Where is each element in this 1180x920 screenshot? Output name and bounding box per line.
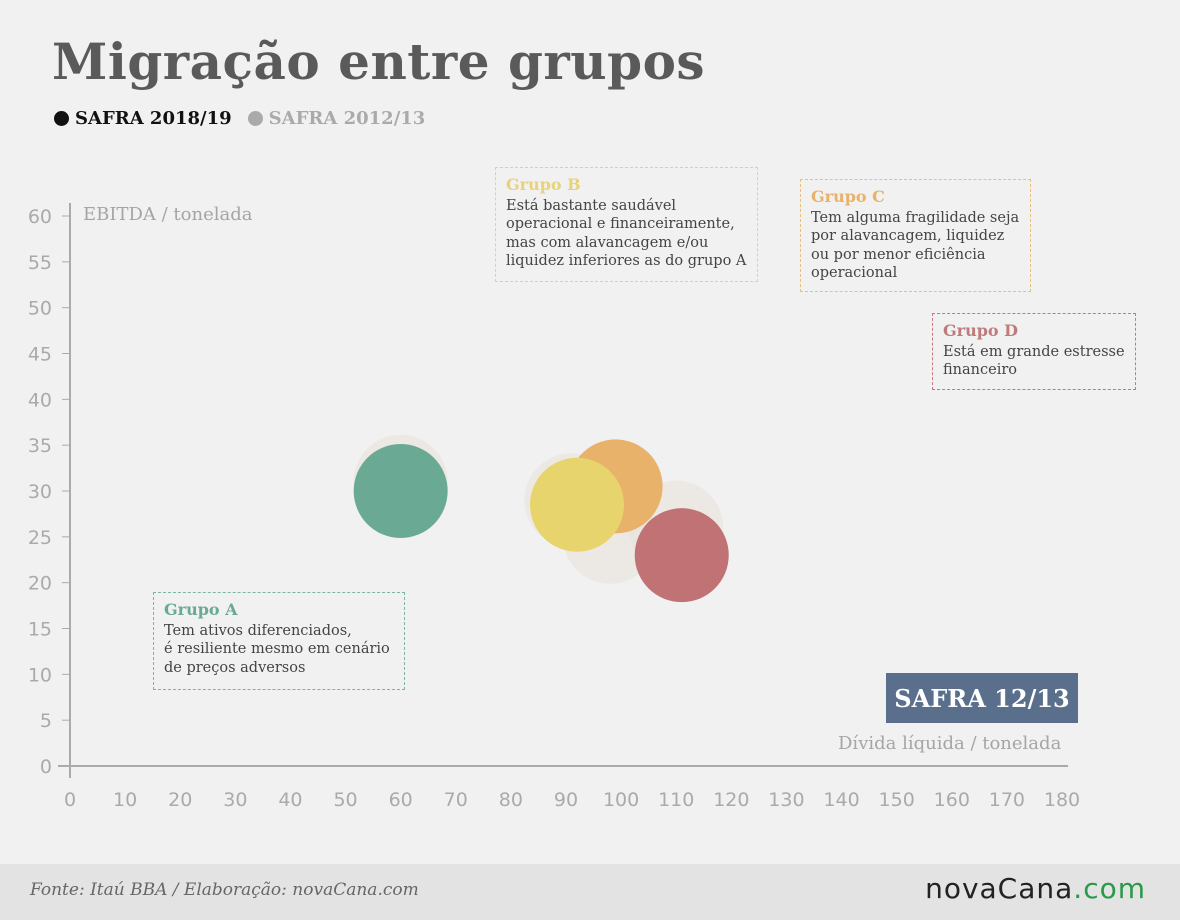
y-tick-label: 25 <box>28 527 52 549</box>
x-tick-label: 0 <box>64 789 76 811</box>
group-c-line: por alavancagem, liquidez <box>811 228 1005 244</box>
footer: Fonte: Itaú BBA / Elaboração: novaCana.c… <box>0 864 1180 920</box>
legend-item-previous: SAFRA 2012/13 <box>247 108 426 129</box>
x-tick-label: 140 <box>823 789 859 811</box>
x-tick-label: 50 <box>333 789 357 811</box>
x-tick-label: 180 <box>1044 789 1080 811</box>
legend-dot-current <box>54 111 69 126</box>
group-b-name: Grupo B <box>506 175 581 194</box>
x-tick-label: 120 <box>713 789 749 811</box>
y-tick-label: 15 <box>28 619 52 641</box>
legend: SAFRA 2018/19 SAFRA 2012/13 <box>54 108 441 129</box>
y-tick-label: 10 <box>28 664 52 686</box>
legend-label-current: SAFRA 2018/19 <box>75 108 232 129</box>
group-a-line: Tem ativos diferenciados, <box>164 622 352 639</box>
x-tick-label: 90 <box>554 789 578 811</box>
safra-badge: SAFRA 12/13 <box>886 673 1078 723</box>
group-a-name: Grupo A <box>164 600 238 619</box>
group-d-name: Grupo D <box>943 321 1019 340</box>
group-c-line: operacional <box>811 265 898 281</box>
group-d-line: Está em grande estresse <box>943 343 1125 360</box>
group-b-line: Está bastante saudável <box>506 197 677 214</box>
y-tick-label: 30 <box>28 481 52 503</box>
y-axis-title: EBITDA / tonelada <box>83 204 253 225</box>
x-axis-title: Dívida líquida / tonelada <box>838 733 1062 754</box>
y-tick-label: 50 <box>28 298 52 320</box>
group-c-line: ou por menor eficiência <box>811 246 986 263</box>
bubble-2018-grupo-d <box>634 508 729 603</box>
y-tick-label: 45 <box>28 344 52 366</box>
group-b-line: operacional e financeiramente, <box>506 216 735 232</box>
y-tick-label: 0 <box>40 756 52 778</box>
x-tick-label: 100 <box>603 789 639 811</box>
x-tick-label: 80 <box>499 789 523 811</box>
group-b-line: liquidez inferiores as do grupo A <box>506 253 747 269</box>
x-tick-label: 10 <box>113 789 137 811</box>
logo-main: novaCana <box>925 872 1074 905</box>
x-tick-label: 150 <box>879 789 915 811</box>
group-d-annotation: Grupo D Está em grande estresse financei… <box>932 313 1136 390</box>
group-b-line: mas com alavancagem e/ou <box>506 234 709 251</box>
source-text: Fonte: Itaú BBA / Elaboração: novaCana.c… <box>30 880 419 900</box>
x-tick-label: 160 <box>934 789 970 811</box>
group-c-name: Grupo C <box>811 187 885 206</box>
group-d-line: financeiro <box>943 362 1017 378</box>
y-tick-label: 5 <box>40 710 52 732</box>
y-tick-label: 35 <box>28 435 52 457</box>
group-a-line: é resiliente mesmo em cenário <box>164 641 390 657</box>
group-b-annotation: Grupo B Está bastante saudável operacion… <box>495 167 758 282</box>
x-tick-label: 30 <box>223 789 247 811</box>
y-tick-label: 60 <box>28 206 52 228</box>
logo-suffix: .com <box>1073 872 1146 905</box>
x-tick-label: 20 <box>168 789 192 811</box>
legend-label-previous: SAFRA 2012/13 <box>268 108 426 129</box>
novacana-logo: novaCana.com <box>925 872 1146 905</box>
y-tick-label: 20 <box>28 573 52 595</box>
x-tick-label: 170 <box>989 789 1025 811</box>
x-tick-label: 60 <box>389 789 413 811</box>
legend-item-current: SAFRA 2018/19 <box>54 108 232 129</box>
x-tick-label: 70 <box>444 789 468 811</box>
legend-dot-previous <box>247 111 263 126</box>
group-c-annotation: Grupo C Tem alguma fragilidade seja por … <box>800 179 1031 292</box>
x-tick-label: 130 <box>768 789 804 811</box>
group-c-line: Tem alguma fragilidade seja <box>811 209 1020 226</box>
bubble-2018-grupo-a <box>353 444 448 538</box>
x-tick-label: 110 <box>658 789 694 811</box>
chart-title: Migração entre grupos <box>52 32 706 91</box>
group-a-annotation: Grupo A Tem ativos diferenciados, é resi… <box>153 592 405 690</box>
bubble-2018-grupo-b <box>530 457 625 552</box>
y-tick-label: 40 <box>28 389 52 411</box>
y-tick-label: 55 <box>28 252 52 274</box>
chart-svg: 0 5 10 15 20 25 30 35 40 45 50 55 60 0 10 20 30 40 50 60 70 8… <box>28 203 1080 811</box>
group-a-line: de preços adversos <box>164 659 306 676</box>
x-tick-label: 40 <box>278 789 302 811</box>
